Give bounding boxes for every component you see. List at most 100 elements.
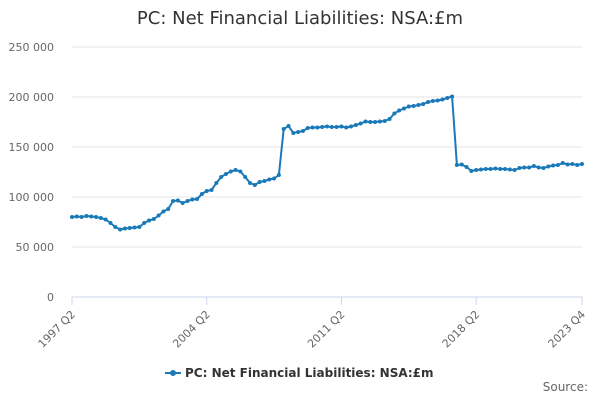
data-point[interactable] [382,119,387,123]
data-point[interactable] [575,163,580,167]
data-point[interactable] [536,165,541,170]
data-point[interactable] [190,197,195,202]
data-point[interactable] [300,129,305,133]
data-point[interactable] [503,167,508,171]
data-point[interactable] [527,165,532,170]
data-point[interactable] [286,124,291,128]
legend[interactable]: PC: Net Financial Liabilities: NSA:£m [165,366,434,380]
data-point[interactable] [478,167,483,172]
data-point[interactable] [142,221,147,225]
data-point[interactable] [228,169,233,174]
data-point[interactable] [353,123,358,127]
data-point[interactable] [175,198,180,203]
data-point[interactable] [329,125,334,129]
data-point[interactable] [127,226,132,230]
data-point[interactable] [580,162,584,166]
data-point[interactable] [137,225,142,229]
data-point[interactable] [267,177,272,182]
data-point[interactable] [421,102,426,106]
data-point[interactable] [195,197,200,201]
data-point[interactable] [483,167,488,171]
data-point[interactable] [349,124,354,129]
data-point[interactable] [248,181,253,185]
data-point[interactable] [98,216,103,220]
data-point[interactable] [555,163,560,167]
data-point[interactable] [151,217,156,221]
data-point[interactable] [474,168,479,172]
data-point[interactable] [560,161,565,165]
data-point[interactable] [305,126,310,130]
data-point[interactable] [94,215,99,219]
data-point[interactable] [397,108,402,113]
data-point[interactable] [358,121,363,126]
data-point[interactable] [450,94,455,99]
data-point[interactable] [146,218,151,223]
data-point[interactable] [310,125,315,130]
data-point[interactable] [551,163,556,168]
data-point[interactable] [161,209,166,214]
data-point[interactable] [214,181,219,185]
data-point[interactable] [469,169,474,173]
data-point[interactable] [493,166,498,171]
data-point[interactable] [118,227,123,232]
legend-label[interactable]: PC: Net Financial Liabilities: NSA:£m [185,366,434,380]
data-point[interactable] [209,188,214,192]
data-point[interactable] [387,117,392,121]
data-point[interactable] [113,225,118,229]
data-point[interactable] [291,131,296,135]
data-point[interactable] [454,163,459,167]
data-point[interactable] [252,183,257,187]
data-point[interactable] [488,167,493,171]
data-point[interactable] [440,97,445,102]
data-point[interactable] [464,165,469,169]
data-point[interactable] [238,169,243,174]
data-point[interactable] [522,165,527,170]
data-point[interactable] [219,175,224,179]
data-point[interactable] [546,164,551,169]
data-point[interactable] [281,127,286,131]
data-point[interactable] [541,166,546,170]
data-point[interactable] [89,214,94,219]
data-point[interactable] [272,176,277,181]
data-point[interactable] [401,106,406,111]
data-point[interactable] [377,119,382,124]
data-point[interactable] [79,215,84,219]
data-point[interactable] [416,103,421,107]
data-point[interactable] [166,207,171,211]
data-point[interactable] [74,214,79,219]
data-point[interactable] [445,96,450,100]
data-point[interactable] [344,125,349,130]
data-point[interactable] [570,162,575,166]
data-point[interactable] [180,201,185,205]
data-point[interactable] [243,175,248,179]
data-point[interactable] [363,119,368,124]
data-point[interactable] [517,166,522,170]
data-point[interactable] [411,104,416,108]
data-point[interactable] [430,99,435,103]
data-point[interactable] [103,217,108,222]
data-point[interactable] [171,199,176,203]
data-point[interactable] [315,125,320,130]
data-point[interactable] [392,111,397,116]
data-point[interactable] [296,130,301,134]
data-point[interactable] [373,120,378,124]
data-point[interactable] [507,167,512,172]
data-point[interactable] [233,168,238,172]
data-point[interactable] [325,124,329,129]
data-point[interactable] [334,125,339,129]
data-point[interactable] [199,192,204,196]
data-point[interactable] [406,104,411,109]
data-point[interactable] [204,189,209,193]
data-point[interactable] [339,124,344,129]
data-point[interactable] [185,199,190,203]
data-point[interactable] [435,98,440,103]
data-point[interactable] [84,214,89,218]
data-point[interactable] [498,167,503,171]
data-point[interactable] [531,164,536,168]
data-point[interactable] [132,225,137,230]
data-point[interactable] [156,213,161,218]
data-point[interactable] [426,100,431,104]
data-point[interactable] [512,168,517,172]
data-point[interactable] [108,221,113,225]
data-point[interactable] [320,125,325,129]
